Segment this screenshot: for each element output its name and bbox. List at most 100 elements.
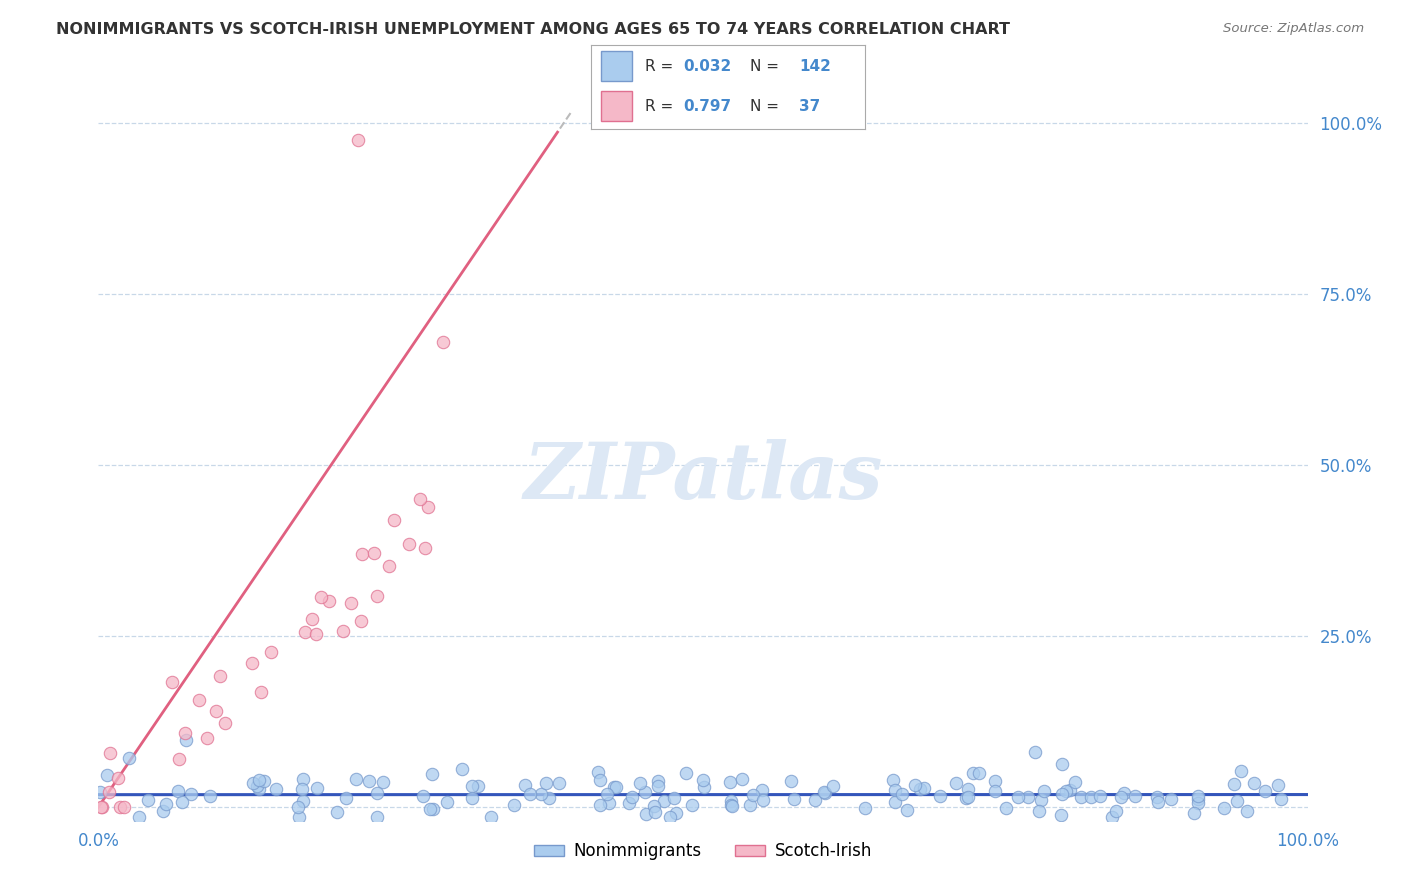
Point [1109,789,1132,804]
Point [112,800,135,814]
Point [419,802,441,816]
Point [681,797,703,812]
Point [634,785,657,799]
Point [1223,777,1246,791]
Point [647,779,669,793]
Point [332,624,354,638]
Point [467,779,489,793]
Point [291,782,314,797]
Point [1031,793,1053,807]
Point [117,751,139,765]
Point [1243,775,1265,789]
Point [1054,784,1077,798]
Point [891,787,914,801]
Point [1088,789,1111,803]
Point [586,764,609,779]
Point [195,731,218,745]
Point [721,799,744,814]
Point [350,614,373,628]
Point [363,546,385,560]
Point [432,335,454,350]
Point [461,790,484,805]
Point [884,795,907,809]
Point [160,675,183,690]
Point [172,795,194,809]
Point [89,785,111,799]
Point [1028,804,1050,818]
Text: N =: N = [749,99,783,114]
Point [301,612,323,626]
Text: 0.797: 0.797 [683,99,733,114]
Text: R =: R = [645,59,679,74]
Point [1270,792,1292,806]
Point [903,778,925,792]
Point [589,797,612,812]
Point [250,684,273,698]
Text: NONIMMIGRANTS VS SCOTCH-IRISH UNEMPLOYMENT AMONG AGES 65 TO 74 YEARS CORRELATION: NONIMMIGRANTS VS SCOTCH-IRISH UNEMPLOYME… [56,22,1011,37]
Point [110,800,132,814]
Point [720,797,742,812]
Point [450,762,472,776]
Point [962,766,984,780]
Point [98,746,121,760]
Point [90,800,112,814]
Point [945,776,967,790]
Point [621,789,644,804]
Point [240,657,263,671]
Text: 142: 142 [799,59,831,74]
Text: 37: 37 [799,99,820,114]
Point [415,541,437,556]
Text: ZIPatlas: ZIPatlas [523,439,883,515]
Point [957,790,980,805]
Point [1080,790,1102,805]
Point [167,752,190,766]
Point [249,781,271,796]
Point [1146,789,1168,804]
Point [260,645,283,659]
Point [519,787,541,801]
Point [90,800,112,814]
Point [1017,789,1039,804]
Point [1230,764,1253,778]
Point [912,780,935,795]
Point [1007,790,1029,805]
Point [326,805,349,819]
Legend: Nonimmigrants, Scotch-Irish: Nonimmigrants, Scotch-Irish [527,836,879,867]
Text: R =: R = [645,99,679,114]
Point [136,793,159,807]
Point [1213,801,1236,815]
Point [479,810,502,824]
Point [318,594,340,608]
Point [155,797,177,811]
Point [188,693,211,707]
Point [1105,805,1128,819]
Point [305,780,328,795]
Point [662,791,685,805]
Point [693,780,716,794]
Point [752,793,775,807]
Point [174,726,197,740]
Point [98,785,121,799]
Point [242,775,264,789]
Point [605,780,627,795]
Point [603,780,626,795]
Point [957,782,980,797]
Point [347,133,370,147]
Point [305,627,328,641]
Point [595,787,617,801]
Point [647,773,669,788]
Point [692,772,714,787]
Text: N =: N = [749,59,783,74]
Point [617,796,640,810]
Point [634,806,657,821]
Point [718,775,741,789]
Point [598,796,620,810]
Point [929,789,952,804]
Point [253,774,276,789]
Point [291,772,314,786]
Point [1226,794,1249,808]
Point [247,773,270,788]
Point [1160,792,1182,806]
Point [359,773,381,788]
Point [287,800,309,814]
